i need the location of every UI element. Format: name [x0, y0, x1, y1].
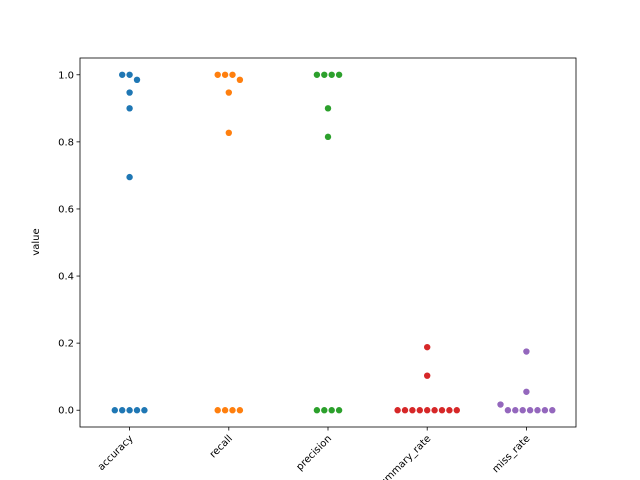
- data-point: [523, 348, 530, 355]
- x-tick-label: precision: [294, 433, 334, 473]
- x-tick-label: accuracy: [96, 433, 136, 473]
- data-point: [221, 407, 229, 414]
- data-point: [519, 407, 526, 414]
- data-point: [424, 407, 431, 414]
- data-point: [126, 407, 133, 414]
- data-point: [335, 407, 343, 414]
- data-point: [497, 401, 504, 408]
- data-point: [541, 407, 549, 414]
- data-point: [236, 76, 244, 84]
- y-tick-label: 0.0: [58, 406, 74, 417]
- data-point: [321, 71, 328, 78]
- x-tick-label: recall: [208, 433, 235, 460]
- data-point: [446, 407, 453, 414]
- data-point: [324, 105, 332, 112]
- data-point: [321, 407, 328, 414]
- data-point: [221, 71, 229, 78]
- data-point: [328, 71, 335, 78]
- data-point: [133, 407, 141, 414]
- data-point: [335, 71, 343, 78]
- data-point: [313, 407, 321, 414]
- data-point: [214, 71, 221, 78]
- y-tick-label: 0.8: [58, 137, 74, 148]
- data-point: [549, 407, 556, 414]
- data-point: [526, 407, 534, 414]
- data-point: [431, 407, 438, 414]
- data-point: [313, 71, 321, 78]
- y-tick-label: 1.0: [58, 70, 74, 81]
- data-point: [409, 407, 416, 414]
- data-point: [236, 407, 244, 414]
- data-point: [424, 343, 431, 351]
- y-tick-label: 0.6: [58, 204, 74, 215]
- data-point: [512, 407, 519, 414]
- data-point: [401, 407, 409, 414]
- data-point: [229, 407, 236, 414]
- data-point: [504, 407, 512, 414]
- data-point: [126, 173, 133, 181]
- data-point: [438, 407, 446, 414]
- data-point: [141, 407, 148, 414]
- y-axis-label: value: [31, 228, 42, 255]
- y-axis: 0.0 0.2 0.4 0.6 0.8 1.0: [58, 70, 80, 417]
- y-tick-label: 0.4: [58, 272, 74, 283]
- data-point: [126, 71, 133, 78]
- data-point: [534, 407, 541, 414]
- data-point: [133, 76, 141, 84]
- data-point: [111, 407, 119, 414]
- data-point: [225, 129, 232, 137]
- data-point: [523, 388, 530, 395]
- y-tick-label: 0.2: [58, 339, 74, 350]
- data-point: [229, 71, 236, 78]
- swarm-points: [111, 71, 556, 414]
- data-point: [119, 71, 126, 78]
- data-point: [453, 407, 460, 414]
- x-axis: accuracy recall precision summary_rate miss_…: [96, 427, 533, 480]
- data-point: [328, 407, 335, 414]
- data-point: [225, 89, 232, 96]
- data-point: [324, 133, 332, 141]
- x-tick-label: summary_rate: [374, 433, 433, 480]
- data-point: [126, 89, 133, 96]
- plot-area: [79, 57, 577, 428]
- data-point: [126, 105, 133, 112]
- data-point: [214, 407, 221, 414]
- x-tick-label: miss_rate: [491, 433, 533, 475]
- data-point: [119, 407, 126, 414]
- data-point: [424, 372, 431, 379]
- data-point: [416, 407, 423, 414]
- data-point: [394, 407, 401, 414]
